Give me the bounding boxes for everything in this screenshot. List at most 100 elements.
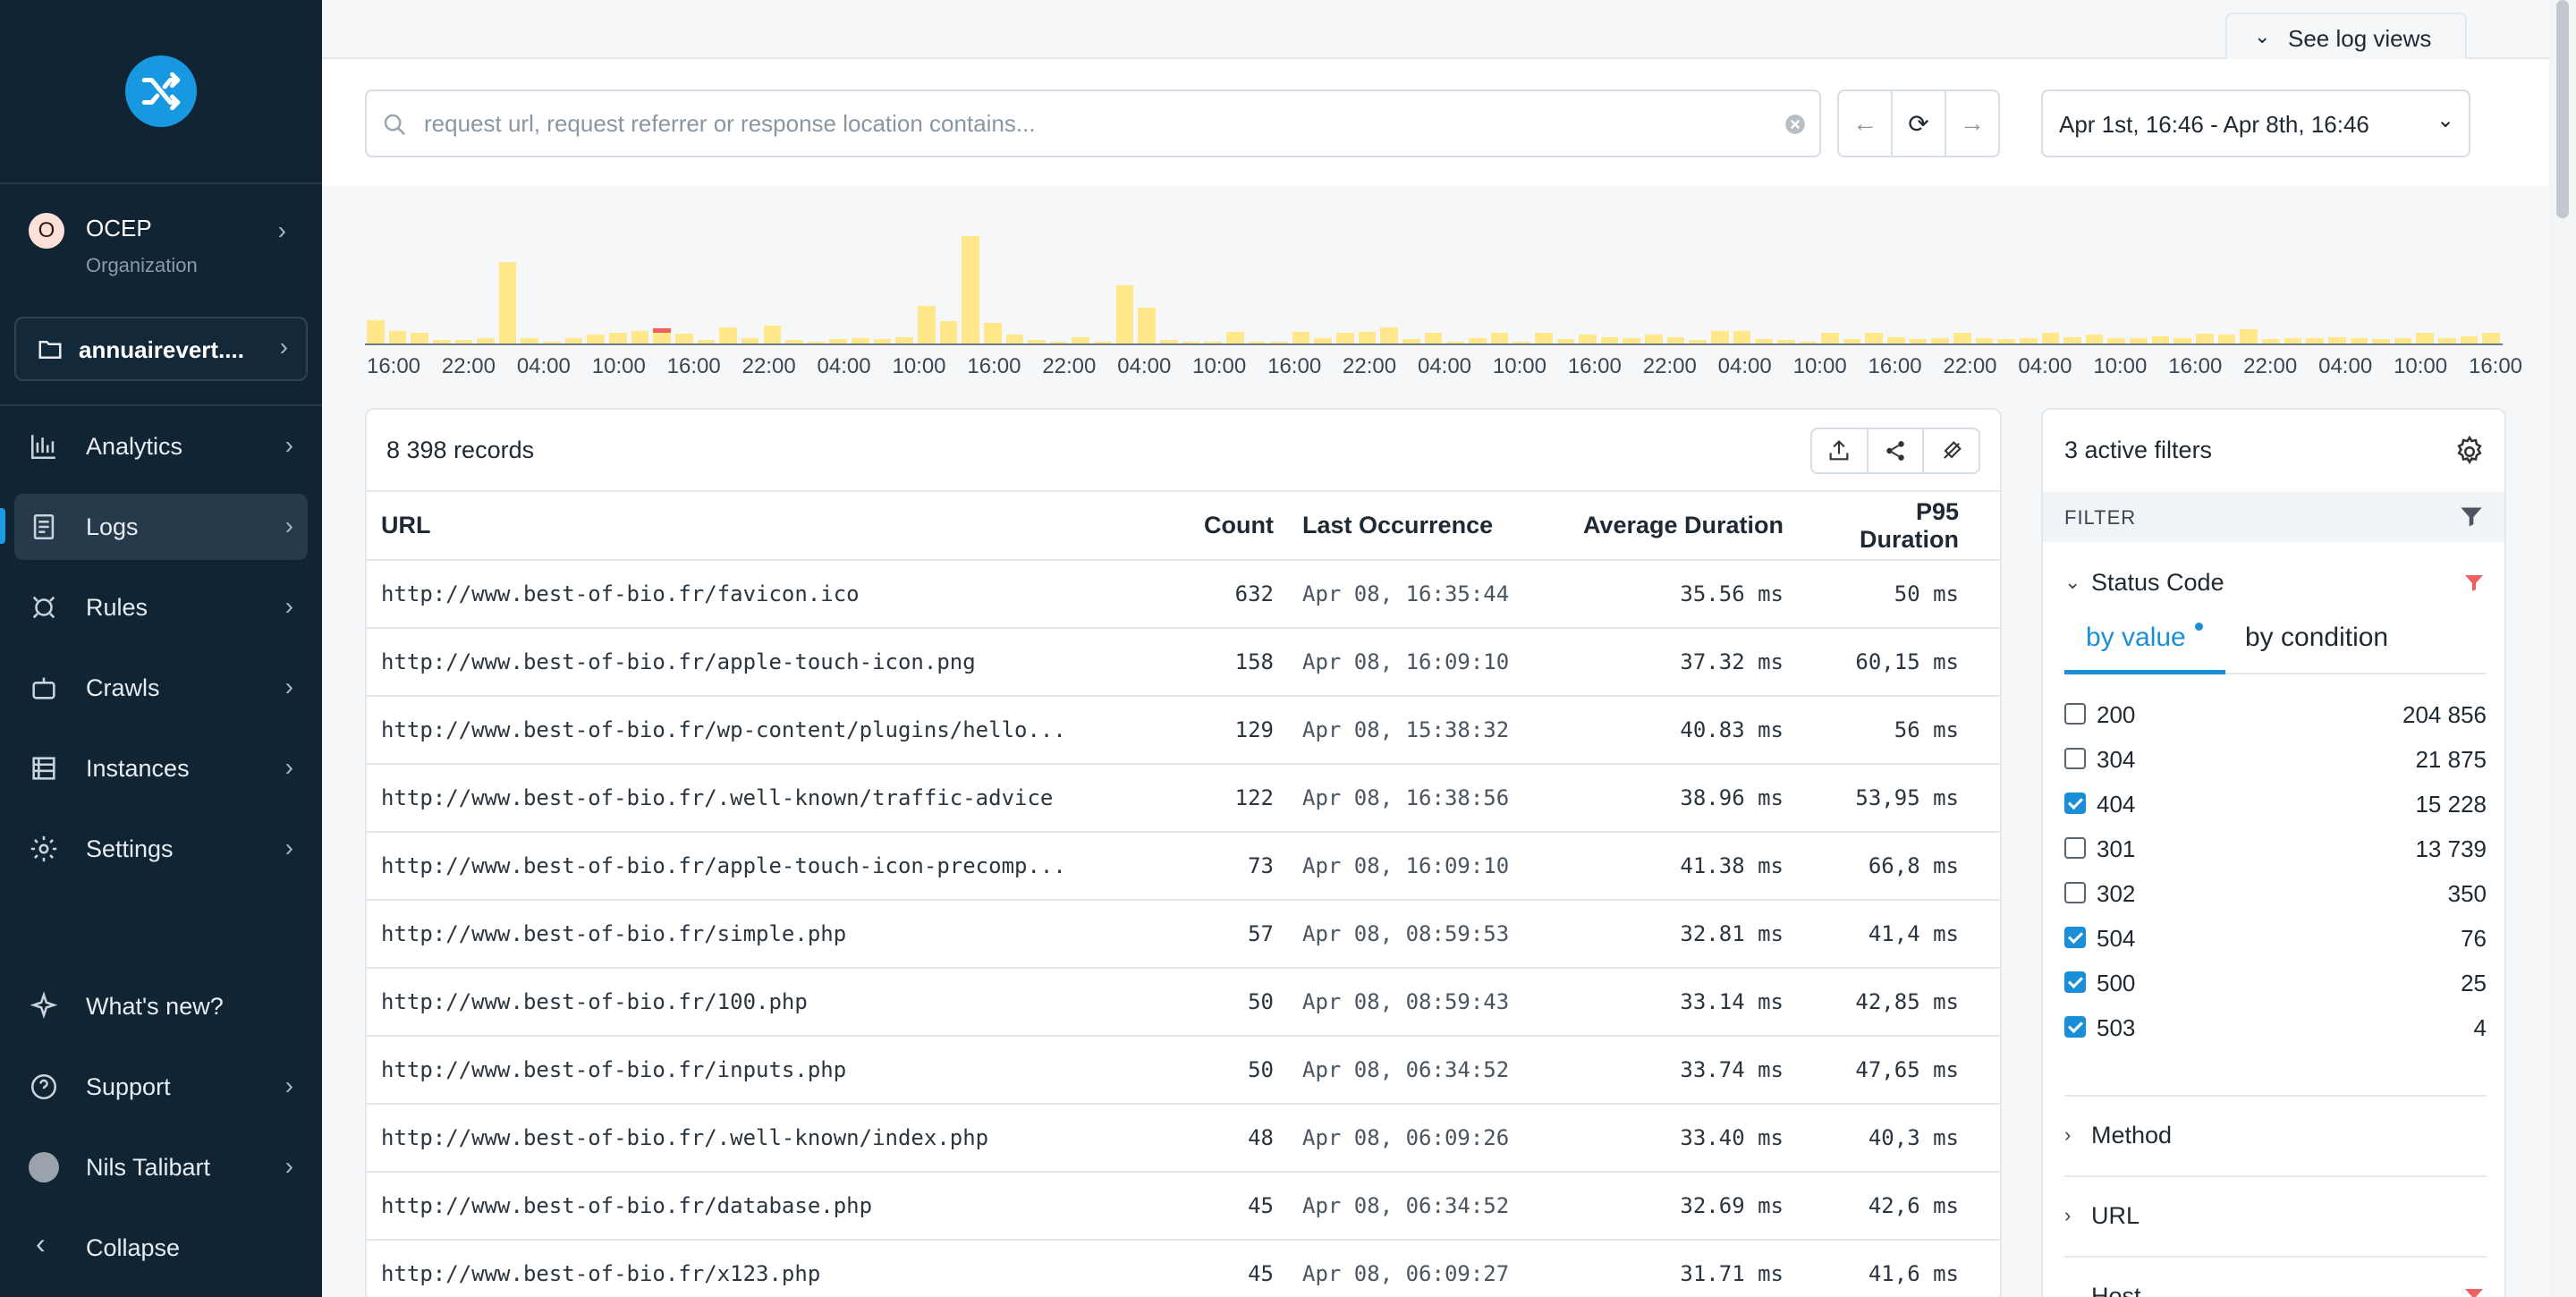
histogram-bar[interactable]: [388, 330, 407, 343]
status-code-option[interactable]: 301 13 739: [2064, 830, 2487, 866]
page-scrollbar[interactable]: [2549, 0, 2576, 1297]
histogram-bar[interactable]: [1248, 341, 1267, 343]
support-link[interactable]: Support ›: [14, 1054, 308, 1120]
histogram-bar[interactable]: [1028, 340, 1046, 343]
histogram-bar[interactable]: [807, 341, 826, 343]
histogram-bar[interactable]: [1733, 330, 1751, 343]
histogram-bar[interactable]: [1645, 335, 1663, 343]
histogram-bar[interactable]: [631, 330, 649, 343]
histogram-bar[interactable]: [2217, 335, 2236, 343]
histogram-bar[interactable]: [1556, 339, 1575, 343]
histogram-bar[interactable]: [2085, 335, 2104, 343]
disable-rules-button[interactable]: [1924, 429, 1979, 472]
checkbox[interactable]: [2064, 748, 2086, 769]
checkbox[interactable]: [2064, 927, 2086, 948]
sidebar-item-settings[interactable]: Settings ›: [14, 816, 308, 882]
refresh-button[interactable]: ⟳: [1893, 91, 1946, 156]
histogram-bar[interactable]: [1513, 341, 1530, 343]
column-header-last-occurrence[interactable]: Last Occurrence: [1288, 492, 1556, 561]
histogram-bar[interactable]: [1094, 341, 1112, 343]
method-section-header[interactable]: › Method: [2064, 1111, 2487, 1165]
histogram-bar[interactable]: [2460, 335, 2479, 343]
table-row[interactable]: http://www.best-of-bio.fr/inputs.php 50 Ap…: [367, 1036, 2000, 1105]
histogram-bar[interactable]: [1799, 341, 1818, 343]
table-row[interactable]: http://www.best-of-bio.fr/apple-touch-ic…: [367, 832, 2000, 901]
column-header-url[interactable]: URL: [367, 492, 1136, 561]
histogram-bar[interactable]: [2196, 334, 2214, 343]
sidebar-item-analytics[interactable]: Analytics ›: [14, 413, 308, 479]
histogram-bar[interactable]: [763, 325, 782, 343]
histogram-bar[interactable]: [543, 341, 561, 343]
histogram-bar[interactable]: [1666, 336, 1685, 343]
status-code-option[interactable]: 500 25: [2064, 964, 2487, 1000]
tab-by-condition[interactable]: by condition: [2245, 623, 2389, 652]
histogram-bar[interactable]: [2151, 335, 2170, 343]
sidebar-item-crawls[interactable]: Crawls ›: [14, 655, 308, 721]
histogram-bar[interactable]: [1314, 338, 1333, 343]
histogram-bar[interactable]: [1953, 333, 1971, 343]
histogram-bar[interactable]: [454, 340, 473, 343]
histogram-bar[interactable]: [962, 236, 979, 343]
checkbox[interactable]: [2064, 793, 2086, 814]
histogram-bar[interactable]: [1358, 331, 1377, 343]
status-code-section-header[interactable]: ⌄ Status Code: [2064, 558, 2487, 612]
histogram-bar[interactable]: [1049, 341, 1068, 343]
histogram-bar[interactable]: [521, 338, 539, 343]
next-period-button[interactable]: →: [1946, 91, 1998, 156]
export-button[interactable]: [1812, 429, 1868, 472]
clear-icon[interactable]: [1784, 113, 1807, 136]
host-section-header[interactable]: ⌄ Host: [2064, 1272, 2487, 1297]
histogram-bar[interactable]: [1600, 336, 1619, 343]
status-code-option[interactable]: 302 350: [2064, 875, 2487, 911]
table-row[interactable]: http://www.best-of-bio.fr/x123.php 45 Apr …: [367, 1240, 2000, 1297]
histogram-bar[interactable]: [983, 323, 1002, 343]
column-header-count[interactable]: Count: [1136, 492, 1288, 561]
histogram-bar[interactable]: [498, 261, 517, 343]
histogram-bar[interactable]: [2107, 338, 2126, 343]
histogram-bar[interactable]: [1138, 308, 1156, 343]
status-code-option[interactable]: 504 76: [2064, 920, 2487, 955]
histogram-bar[interactable]: [1380, 327, 1399, 343]
histogram-bar[interactable]: [1468, 338, 1487, 343]
search-input[interactable]: [424, 106, 1748, 141]
histogram-bar[interactable]: [1909, 339, 1928, 343]
histogram-bar[interactable]: [1160, 340, 1178, 343]
app-logo[interactable]: [125, 55, 197, 127]
histogram-bar[interactable]: [785, 340, 803, 343]
histogram-bar[interactable]: [895, 336, 913, 343]
histogram-bar[interactable]: [609, 333, 627, 343]
histogram-bar[interactable]: [411, 333, 428, 343]
active-filter-icon[interactable]: [2462, 572, 2487, 594]
user-menu[interactable]: Nils Talibart ›: [14, 1134, 308, 1200]
histogram-bar[interactable]: [1865, 333, 1884, 343]
histogram-bar[interactable]: [2174, 338, 2192, 343]
table-row[interactable]: http://www.best-of-bio.fr/.well-known/tr…: [367, 764, 2000, 833]
scrollbar-thumb[interactable]: [2556, 0, 2569, 218]
histogram-bar[interactable]: [1579, 335, 1597, 343]
histogram-bar[interactable]: [2350, 338, 2368, 343]
histogram-bar[interactable]: [2041, 333, 2060, 343]
checkbox[interactable]: [2064, 703, 2086, 725]
histogram-bar[interactable]: [477, 338, 495, 343]
histogram-bar[interactable]: [587, 335, 606, 343]
histogram-bar[interactable]: [2063, 336, 2081, 343]
histogram-bar[interactable]: [367, 319, 385, 343]
sidebar-item-logs[interactable]: Logs ›: [14, 494, 308, 560]
histogram-bar[interactable]: [2306, 338, 2324, 343]
histogram-bar[interactable]: [2284, 338, 2302, 343]
histogram-bar[interactable]: [2438, 338, 2456, 343]
histogram-bar[interactable]: [2394, 338, 2412, 343]
histogram-bar[interactable]: [1689, 340, 1707, 343]
tab-by-value[interactable]: by value: [2086, 623, 2186, 652]
previous-period-button[interactable]: ←: [1839, 91, 1893, 156]
histogram-bar[interactable]: [674, 334, 693, 343]
table-row[interactable]: http://www.best-of-bio.fr/apple-touch-ic…: [367, 628, 2000, 697]
histogram-bar[interactable]: [2416, 333, 2435, 343]
histogram-bar[interactable]: [1182, 341, 1200, 343]
share-button[interactable]: [1868, 429, 1925, 472]
histogram-bar[interactable]: [1534, 333, 1553, 343]
table-row[interactable]: http://www.best-of-bio.fr/simple.php 57 Ap…: [367, 900, 2000, 969]
whats-new-link[interactable]: What's new?: [14, 973, 308, 1039]
histogram-bar[interactable]: [2261, 339, 2280, 343]
histogram-bar[interactable]: [1843, 339, 1861, 343]
